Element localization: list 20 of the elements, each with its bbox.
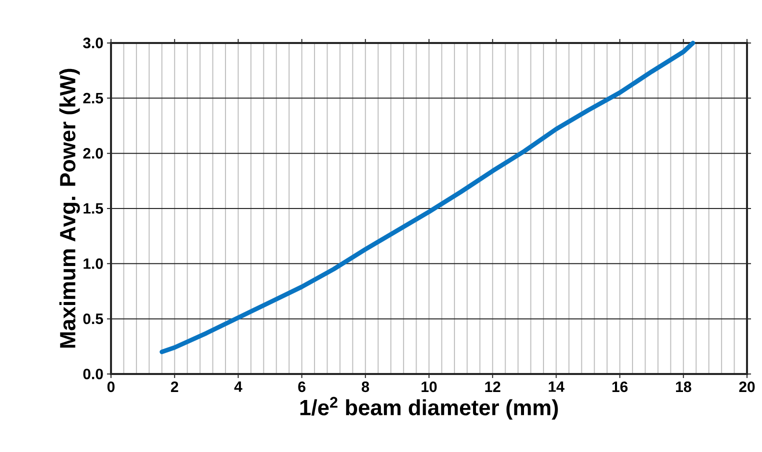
y-tick-label: 0.0 [83,368,103,380]
x-tick-label: 4 [234,382,242,392]
x-tick-label: 6 [298,382,306,392]
y-tick-label: 3.0 [83,38,103,48]
x-tick-label: 20 [739,382,755,392]
x-axis-title: 1/e$^{2}$ beam diameter (mm) [300,396,558,420]
x-tick-label: 2 [170,382,178,392]
y-tick-label: 2.5 [83,92,104,104]
x-tick-label: 12 [485,382,500,392]
y-tick-label: 1.0 [84,258,103,269]
x-tick-label: 10 [422,382,437,392]
y-tick-label: 2.0 [83,148,103,159]
x-tick-label: 14 [548,382,564,392]
y-tick-label: 0.5 [83,314,104,324]
y-tick-label: 1.5 [84,203,104,214]
x-tick-label: 16 [612,382,628,392]
x-tick-label: 8 [362,382,370,392]
y-axis-title: Maximum Avg. Power (kW) [59,68,80,348]
x-tick-label: 18 [676,382,692,392]
x-tick-label: 0 [107,382,115,392]
